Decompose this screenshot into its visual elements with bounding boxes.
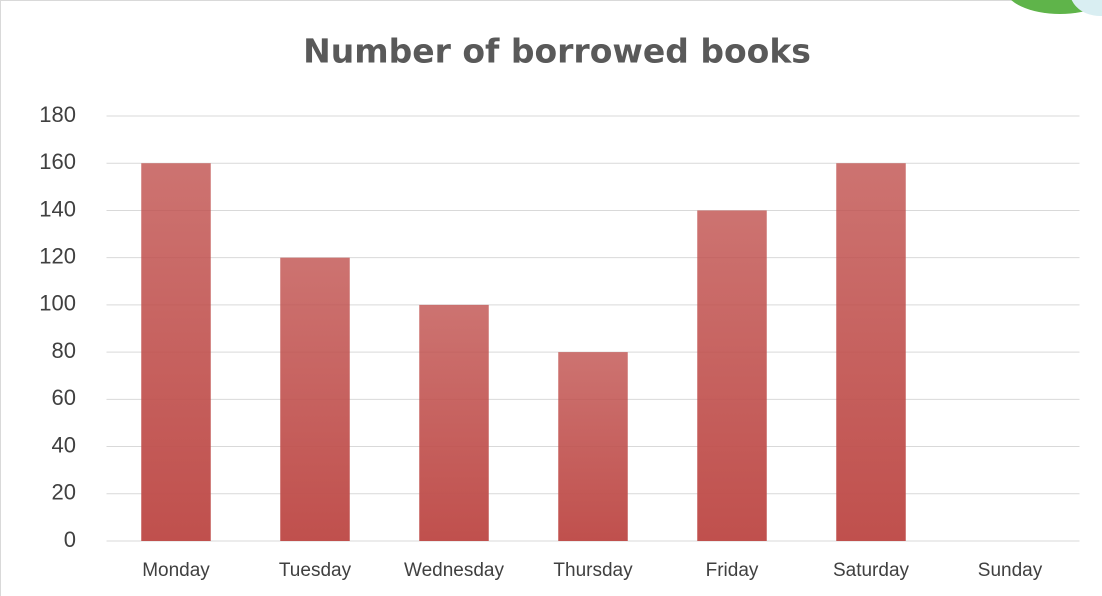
bar [697,210,767,541]
bar [558,352,628,541]
y-tick-label: 140 [39,196,76,221]
x-tick-label: Tuesday [279,560,352,581]
x-tick-label: Monday [142,560,210,581]
bar [141,163,211,541]
y-tick-label: 120 [39,243,76,268]
chart-title: Number of borrowed books [303,32,811,71]
bar [280,257,350,541]
y-tick-label: 60 [52,385,76,410]
x-tick-label: Wednesday [404,560,504,581]
x-tick-label: Sunday [978,560,1043,581]
y-tick-label: 40 [52,432,76,457]
y-tick-label: 0 [64,527,76,552]
y-tick-label: 100 [39,291,76,316]
bar [419,304,489,541]
bar [836,163,906,541]
y-tick-label: 180 [39,102,76,127]
y-tick-label: 160 [39,149,76,174]
x-tick-label: Friday [706,560,759,581]
x-tick-label: Thursday [553,560,633,581]
decoration [1071,0,1102,16]
y-tick-label: 20 [52,480,76,505]
y-tick-label: 80 [52,338,76,363]
x-tick-label: Saturday [833,560,910,581]
